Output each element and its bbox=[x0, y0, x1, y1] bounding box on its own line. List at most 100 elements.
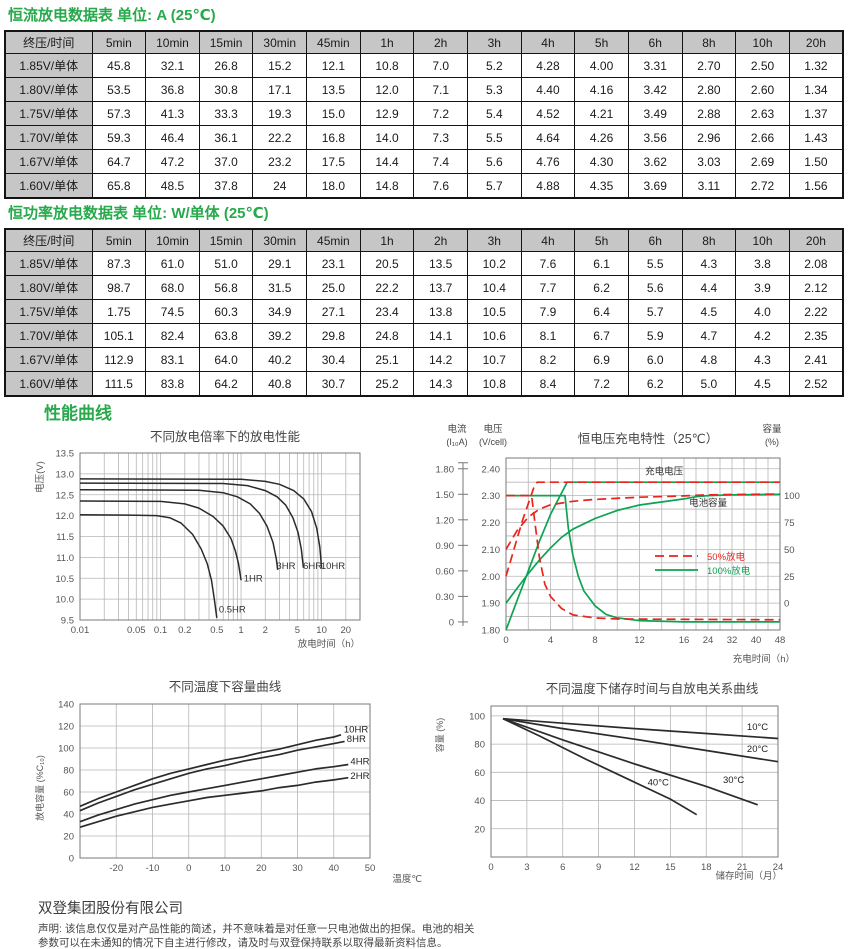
data-cell: 8.1 bbox=[520, 323, 576, 348]
data-cell: 2.63 bbox=[735, 101, 790, 126]
data-cell: 4.76 bbox=[520, 149, 576, 174]
discharge-rate-performance-chart: 0.01 0.05 0.1 0.2 0.5 1 2 5 10 20 9.5 10.0 10.5 11.0 1… bbox=[34, 429, 361, 650]
data-cell: 2.50 bbox=[735, 53, 790, 78]
data-cell: 63.8 bbox=[198, 323, 254, 348]
data-cell: 6.9 bbox=[574, 347, 629, 372]
svg-text:100: 100 bbox=[58, 744, 74, 755]
svg-text:10°C: 10°C bbox=[747, 722, 768, 733]
data-cell: 10.2 bbox=[466, 251, 522, 276]
svg-text:50: 50 bbox=[784, 545, 795, 556]
svg-text:10: 10 bbox=[220, 863, 231, 874]
data-cell: 4.2 bbox=[735, 323, 790, 348]
row-header: 1.67V/单体 bbox=[4, 149, 93, 174]
data-cell: 46.4 bbox=[145, 125, 200, 150]
table-row: 1.67V/单体 64.7 47.2 37.0 23.2 17.5 14.4 7.4 5.6 4.… bbox=[4, 149, 844, 174]
table-row: 1.85V/单体 87.3 61.0 51.0 29.1 23.1 20.5 13.5 10.2… bbox=[4, 251, 844, 276]
svg-text:2.30: 2.30 bbox=[482, 491, 501, 502]
data-cell: 2.69 bbox=[735, 149, 790, 174]
data-cell: 1.43 bbox=[788, 125, 844, 150]
constant-current-discharge-table: 终压/时间 5min 10min 15min 30min 45min 1h 2h 3h 4h 5h 6… bbox=[4, 30, 844, 199]
svg-text:充电时间（h）: 充电时间（h） bbox=[733, 653, 795, 665]
svg-text:电压(V): 电压(V) bbox=[34, 461, 46, 493]
row-header: 1.70V/单体 bbox=[4, 125, 93, 150]
column-header: 10min bbox=[145, 30, 200, 54]
data-cell: 4.0 bbox=[735, 299, 790, 324]
data-cell: 74.5 bbox=[145, 299, 200, 324]
svg-text:恒电压充电特性（25℃）: 恒电压充电特性（25℃） bbox=[578, 431, 718, 446]
data-cell: 14.1 bbox=[413, 323, 468, 348]
data-cell: 4.28 bbox=[520, 53, 576, 78]
data-cell: 33.3 bbox=[198, 101, 254, 126]
data-cell: 5.5 bbox=[466, 125, 522, 150]
data-cell: 7.4 bbox=[413, 149, 468, 174]
data-cell: 56.8 bbox=[198, 275, 254, 300]
table-row: 1.70V/单体 59.3 46.4 36.1 22.2 16.8 14.0 7.3 5.5 4.… bbox=[4, 125, 844, 150]
data-cell: 2.72 bbox=[735, 173, 790, 199]
column-header: 2h bbox=[413, 30, 468, 54]
svg-text:12.5: 12.5 bbox=[56, 490, 75, 501]
column-header: 45min bbox=[306, 228, 361, 252]
column-header: 10h bbox=[735, 30, 790, 54]
data-cell: 6.4 bbox=[574, 299, 629, 324]
svg-text:6HR: 6HR bbox=[303, 561, 322, 572]
data-cell: 26.8 bbox=[198, 53, 254, 78]
data-cell: 4.21 bbox=[574, 101, 629, 126]
constant-power-discharge-table: 终压/时间 5min 10min 15min 30min 45min 1h 2h 3h 4h 5h 6… bbox=[4, 228, 844, 397]
svg-text:100%放电: 100%放电 bbox=[707, 565, 751, 577]
svg-text:12: 12 bbox=[634, 635, 645, 646]
data-cell: 24.8 bbox=[359, 323, 415, 348]
data-cell: 8.4 bbox=[520, 371, 576, 397]
column-header: 8h bbox=[681, 228, 737, 252]
data-cell: 20.5 bbox=[359, 251, 415, 276]
table-row: 1.75V/单体 1.75 74.5 60.3 34.9 27.1 23.4 13.8 10.5… bbox=[4, 299, 844, 324]
column-header: 5h bbox=[574, 30, 629, 54]
svg-text:15: 15 bbox=[665, 862, 676, 873]
data-cell: 7.2 bbox=[413, 101, 468, 126]
data-cell: 1.75 bbox=[91, 299, 147, 324]
data-cell: 24 bbox=[252, 173, 308, 199]
data-cell: 1.37 bbox=[788, 101, 844, 126]
data-cell: 10.8 bbox=[359, 53, 415, 78]
svg-text:140: 140 bbox=[58, 700, 74, 711]
data-cell: 10.7 bbox=[466, 347, 522, 372]
table-row: 1.75V/单体 57.3 41.3 33.3 19.3 15.0 12.9 7.2 5.4 4.… bbox=[4, 101, 844, 126]
data-cell: 59.3 bbox=[91, 125, 147, 150]
data-cell: 45.8 bbox=[91, 53, 147, 78]
data-cell: 27.1 bbox=[306, 299, 361, 324]
data-cell: 13.8 bbox=[413, 299, 468, 324]
svg-text:电池容量: 电池容量 bbox=[689, 497, 728, 509]
svg-text:1.80: 1.80 bbox=[482, 626, 501, 637]
column-header: 1h bbox=[359, 228, 415, 252]
disclaimer-line-2: 参数可以在未通知的情况下自主进行修改，请及时与双登保持联系以取得最新资料信息。 bbox=[38, 937, 448, 949]
data-cell: 39.2 bbox=[252, 323, 308, 348]
data-cell: 3.31 bbox=[627, 53, 683, 78]
data-cell: 5.2 bbox=[466, 53, 522, 78]
data-cell: 4.26 bbox=[574, 125, 629, 150]
data-cell: 6.0 bbox=[627, 347, 683, 372]
data-cell: 13.7 bbox=[413, 275, 468, 300]
column-header: 8h bbox=[681, 30, 737, 54]
svg-text:0.60: 0.60 bbox=[436, 566, 455, 577]
data-cell: 68.0 bbox=[145, 275, 200, 300]
svg-text:30°C: 30°C bbox=[723, 775, 744, 786]
column-header: 2h bbox=[413, 228, 468, 252]
data-cell: 2.60 bbox=[735, 77, 790, 102]
data-cell: 5.9 bbox=[627, 323, 683, 348]
table-row: 1.80V/单体 98.7 68.0 56.8 31.5 25.0 22.2 13.7 10.4… bbox=[4, 275, 844, 300]
svg-text:10.5: 10.5 bbox=[56, 574, 75, 585]
data-cell: 2.22 bbox=[788, 299, 844, 324]
svg-text:20: 20 bbox=[63, 832, 74, 843]
data-cell: 87.3 bbox=[91, 251, 147, 276]
data-cell: 6.7 bbox=[574, 323, 629, 348]
svg-text:24: 24 bbox=[773, 862, 784, 873]
column-header: 15min bbox=[198, 228, 254, 252]
data-cell: 25.2 bbox=[359, 371, 415, 397]
svg-text:2.00: 2.00 bbox=[482, 572, 501, 583]
data-cell: 5.5 bbox=[627, 251, 683, 276]
data-cell: 14.0 bbox=[359, 125, 415, 150]
data-cell: 5.3 bbox=[466, 77, 522, 102]
svg-text:2.10: 2.10 bbox=[482, 545, 501, 556]
column-header: 15min bbox=[198, 30, 254, 54]
data-cell: 4.64 bbox=[520, 125, 576, 150]
